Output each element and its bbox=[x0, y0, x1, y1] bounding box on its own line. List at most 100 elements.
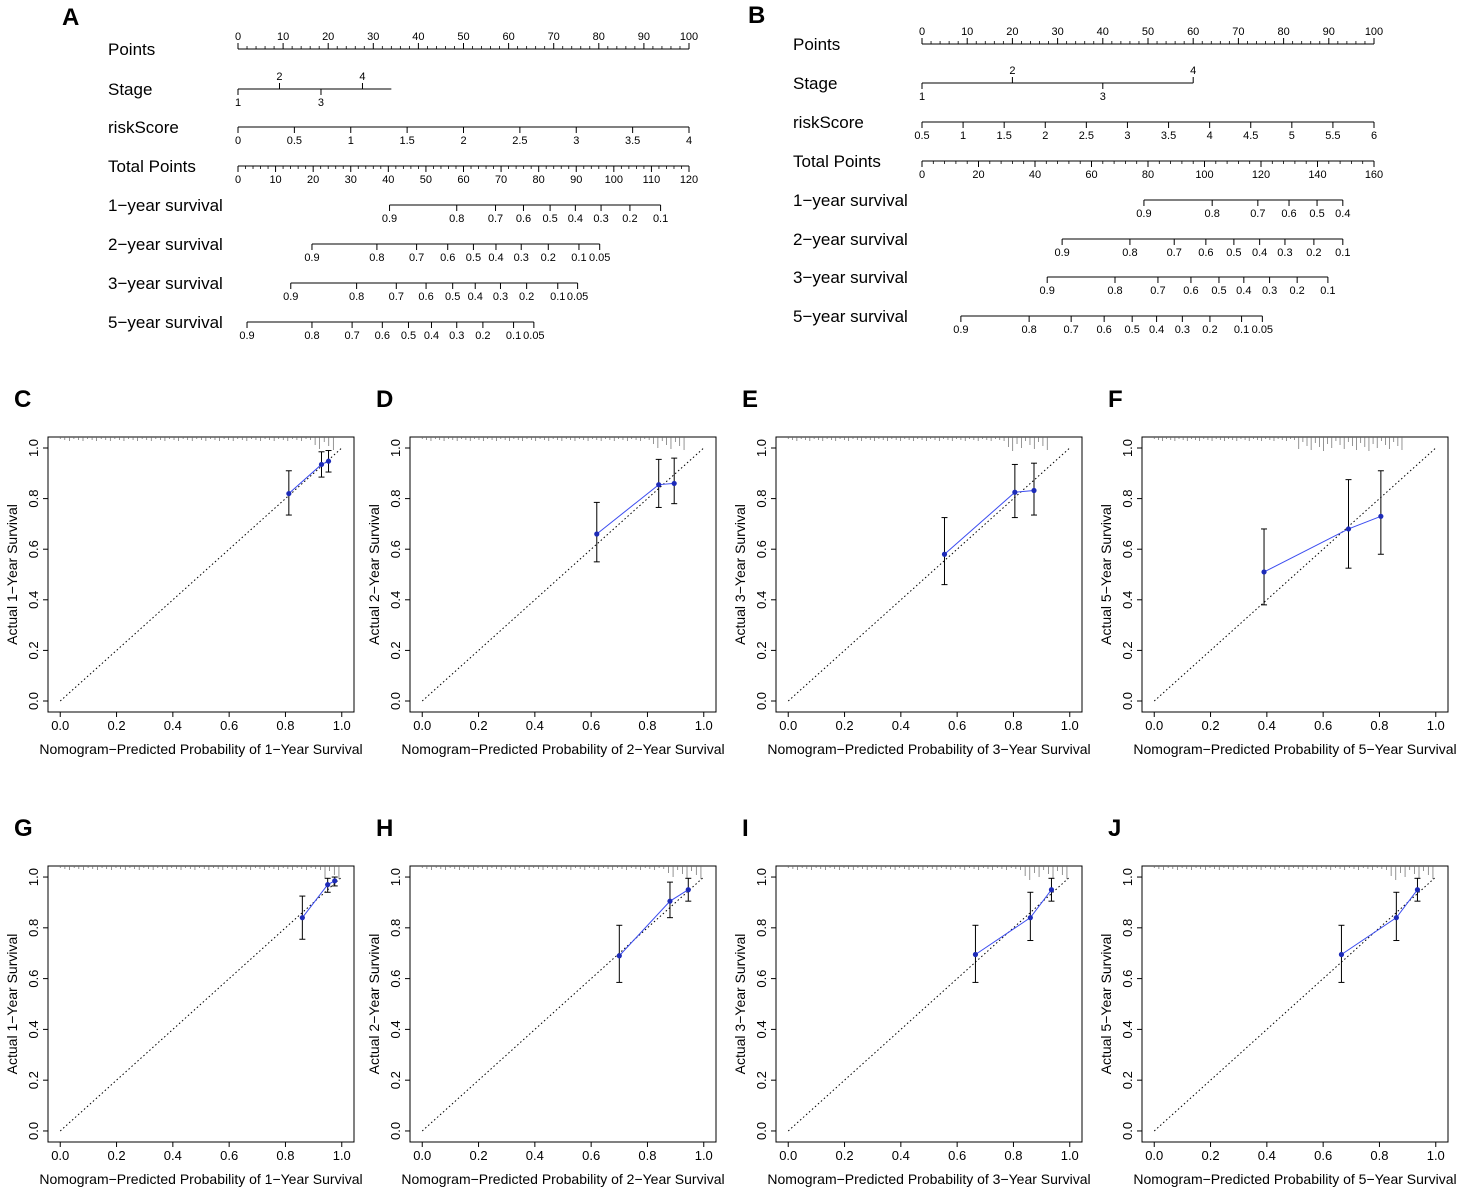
y-tick-label: 0.6 bbox=[1120, 540, 1135, 558]
panel-label: G bbox=[14, 815, 33, 842]
row-label: 5−year survival bbox=[108, 313, 223, 332]
y-tick-label: 0.2 bbox=[1120, 641, 1135, 659]
tick-label: 40 bbox=[382, 174, 394, 186]
panel-label: A bbox=[62, 4, 79, 31]
x-tick-label: 0.2 bbox=[108, 1148, 126, 1163]
x-tick-label: 1.0 bbox=[1061, 1148, 1079, 1163]
data-point bbox=[318, 461, 325, 468]
x-tick-label: 1.0 bbox=[695, 718, 713, 733]
rug bbox=[1153, 866, 1434, 880]
panel-label: C bbox=[14, 386, 31, 413]
tick-label: 0.5 bbox=[914, 130, 929, 142]
x-tick-label: 0.4 bbox=[1258, 1148, 1276, 1163]
x-tick-label: 0.4 bbox=[892, 1148, 910, 1163]
x-tick-label: 0.6 bbox=[948, 718, 966, 733]
data-point bbox=[594, 531, 600, 537]
y-tick-label: 0.4 bbox=[388, 1020, 403, 1038]
y-tick-label: 1.0 bbox=[388, 439, 403, 457]
y-axis-label: Actual 1−Year Survival bbox=[4, 934, 20, 1075]
calibration-line bbox=[596, 482, 675, 535]
tick-label: 0.1 bbox=[506, 330, 521, 342]
tick-label: 0.9 bbox=[1054, 247, 1069, 259]
x-tick-label: 0.6 bbox=[582, 1148, 600, 1163]
reference-line bbox=[421, 876, 705, 1132]
tick-label: 10 bbox=[961, 26, 973, 38]
y-tick-label: 0.0 bbox=[388, 692, 403, 710]
tick-label: 0.4 bbox=[1335, 208, 1350, 220]
error-bar bbox=[1377, 470, 1384, 555]
tick-label: 3 bbox=[318, 97, 324, 109]
tick-label: 0.7 bbox=[1150, 285, 1165, 297]
error-bar bbox=[941, 517, 948, 586]
y-tick-label: 1.0 bbox=[754, 439, 769, 457]
tick-label: 60 bbox=[502, 31, 514, 43]
tick-label: 0.1 bbox=[1234, 324, 1249, 336]
data-point bbox=[656, 482, 662, 488]
tick-label: 0.6 bbox=[375, 330, 390, 342]
nomogram-row: Total Points 0 20 40 60 80 100 120 140 160 bbox=[793, 152, 1383, 181]
tick-label: 2 bbox=[1042, 130, 1048, 142]
y-axis-label: Actual 3−Year Survival bbox=[732, 934, 748, 1075]
calibration-line bbox=[301, 880, 335, 918]
calibration-line bbox=[1263, 515, 1382, 573]
row-label: 1−year survival bbox=[793, 191, 908, 210]
x-tick-label: 0.8 bbox=[1370, 1148, 1388, 1163]
tick-label: 0.3 bbox=[493, 291, 508, 303]
tick-label: 0.4 bbox=[488, 252, 503, 264]
reference-line bbox=[787, 876, 1071, 1132]
calibration-plot-C: C 0.0 0.2 0.4 0.6 0.8 1.0 0.0 0.2 0.4 0.6 0.8 1.0 Nom… bbox=[4, 386, 363, 757]
tick-label: 4.5 bbox=[1243, 130, 1258, 142]
row-label: riskScore bbox=[793, 113, 864, 132]
y-tick-label: 1.0 bbox=[26, 439, 41, 457]
y-tick-label: 0.2 bbox=[754, 641, 769, 659]
y-tick-label: 0.4 bbox=[754, 591, 769, 609]
plot-frame bbox=[1141, 865, 1449, 1143]
data-point bbox=[941, 551, 948, 557]
x-tick-label: 0.0 bbox=[1145, 718, 1163, 733]
data-point bbox=[286, 490, 292, 497]
tick-label: 0.05 bbox=[567, 291, 588, 303]
y-tick-label: 1.0 bbox=[388, 868, 403, 886]
x-axis-label: Nomogram−Predicted Probability of 5−Year… bbox=[1133, 1171, 1456, 1187]
tick-label: 0.9 bbox=[283, 291, 298, 303]
tick-label: 0.2 bbox=[1290, 285, 1305, 297]
tick-label: 0.3 bbox=[449, 330, 464, 342]
tick-label: 0.9 bbox=[382, 213, 397, 225]
y-tick-label: 0.6 bbox=[754, 970, 769, 988]
y-tick-label: 0.4 bbox=[754, 1020, 769, 1038]
y-tick-label: 0.8 bbox=[388, 490, 403, 508]
reference-line bbox=[59, 447, 343, 702]
x-tick-label: 0.4 bbox=[892, 718, 910, 733]
tick-label: 0.05 bbox=[589, 252, 610, 264]
y-tick-label: 0.0 bbox=[26, 692, 41, 710]
tick-label: 3 bbox=[1124, 130, 1130, 142]
reference-line bbox=[59, 876, 343, 1132]
tick-label: 70 bbox=[1232, 26, 1244, 38]
y-tick-label: 0.0 bbox=[26, 1122, 41, 1140]
row-label: Stage bbox=[108, 80, 152, 99]
x-tick-label: 1.0 bbox=[1061, 718, 1079, 733]
tick-label: 0.7 bbox=[1250, 208, 1265, 220]
rug bbox=[787, 437, 1048, 451]
x-tick-label: 1.0 bbox=[333, 1148, 351, 1163]
y-tick-label: 0.0 bbox=[388, 1122, 403, 1140]
x-tick-label: 0.2 bbox=[1202, 718, 1220, 733]
tick-label: 0.5 bbox=[542, 213, 557, 225]
tick-label: 2 bbox=[276, 71, 282, 83]
tick-label: 0.8 bbox=[369, 252, 384, 264]
x-tick-label: 1.0 bbox=[1427, 1148, 1445, 1163]
x-tick-label: 0.6 bbox=[1314, 1148, 1332, 1163]
data-point bbox=[299, 915, 305, 921]
tick-label: 60 bbox=[457, 174, 469, 186]
y-tick-label: 1.0 bbox=[1120, 439, 1135, 457]
calibration-plot-H: H 0.0 0.2 0.4 0.6 0.8 1.0 0.0 0.2 0.4 0.6 0.8 1.0 Nom… bbox=[366, 815, 725, 1187]
x-tick-label: 0.8 bbox=[276, 718, 294, 733]
data-point bbox=[667, 898, 673, 904]
tick-label: 0.4 bbox=[1149, 324, 1164, 336]
error-bar bbox=[1345, 479, 1352, 569]
y-tick-label: 0.8 bbox=[1120, 919, 1135, 937]
tick-label: 0.3 bbox=[514, 252, 529, 264]
tick-label: 3.5 bbox=[1161, 130, 1176, 142]
tick-label: 1 bbox=[348, 135, 354, 147]
